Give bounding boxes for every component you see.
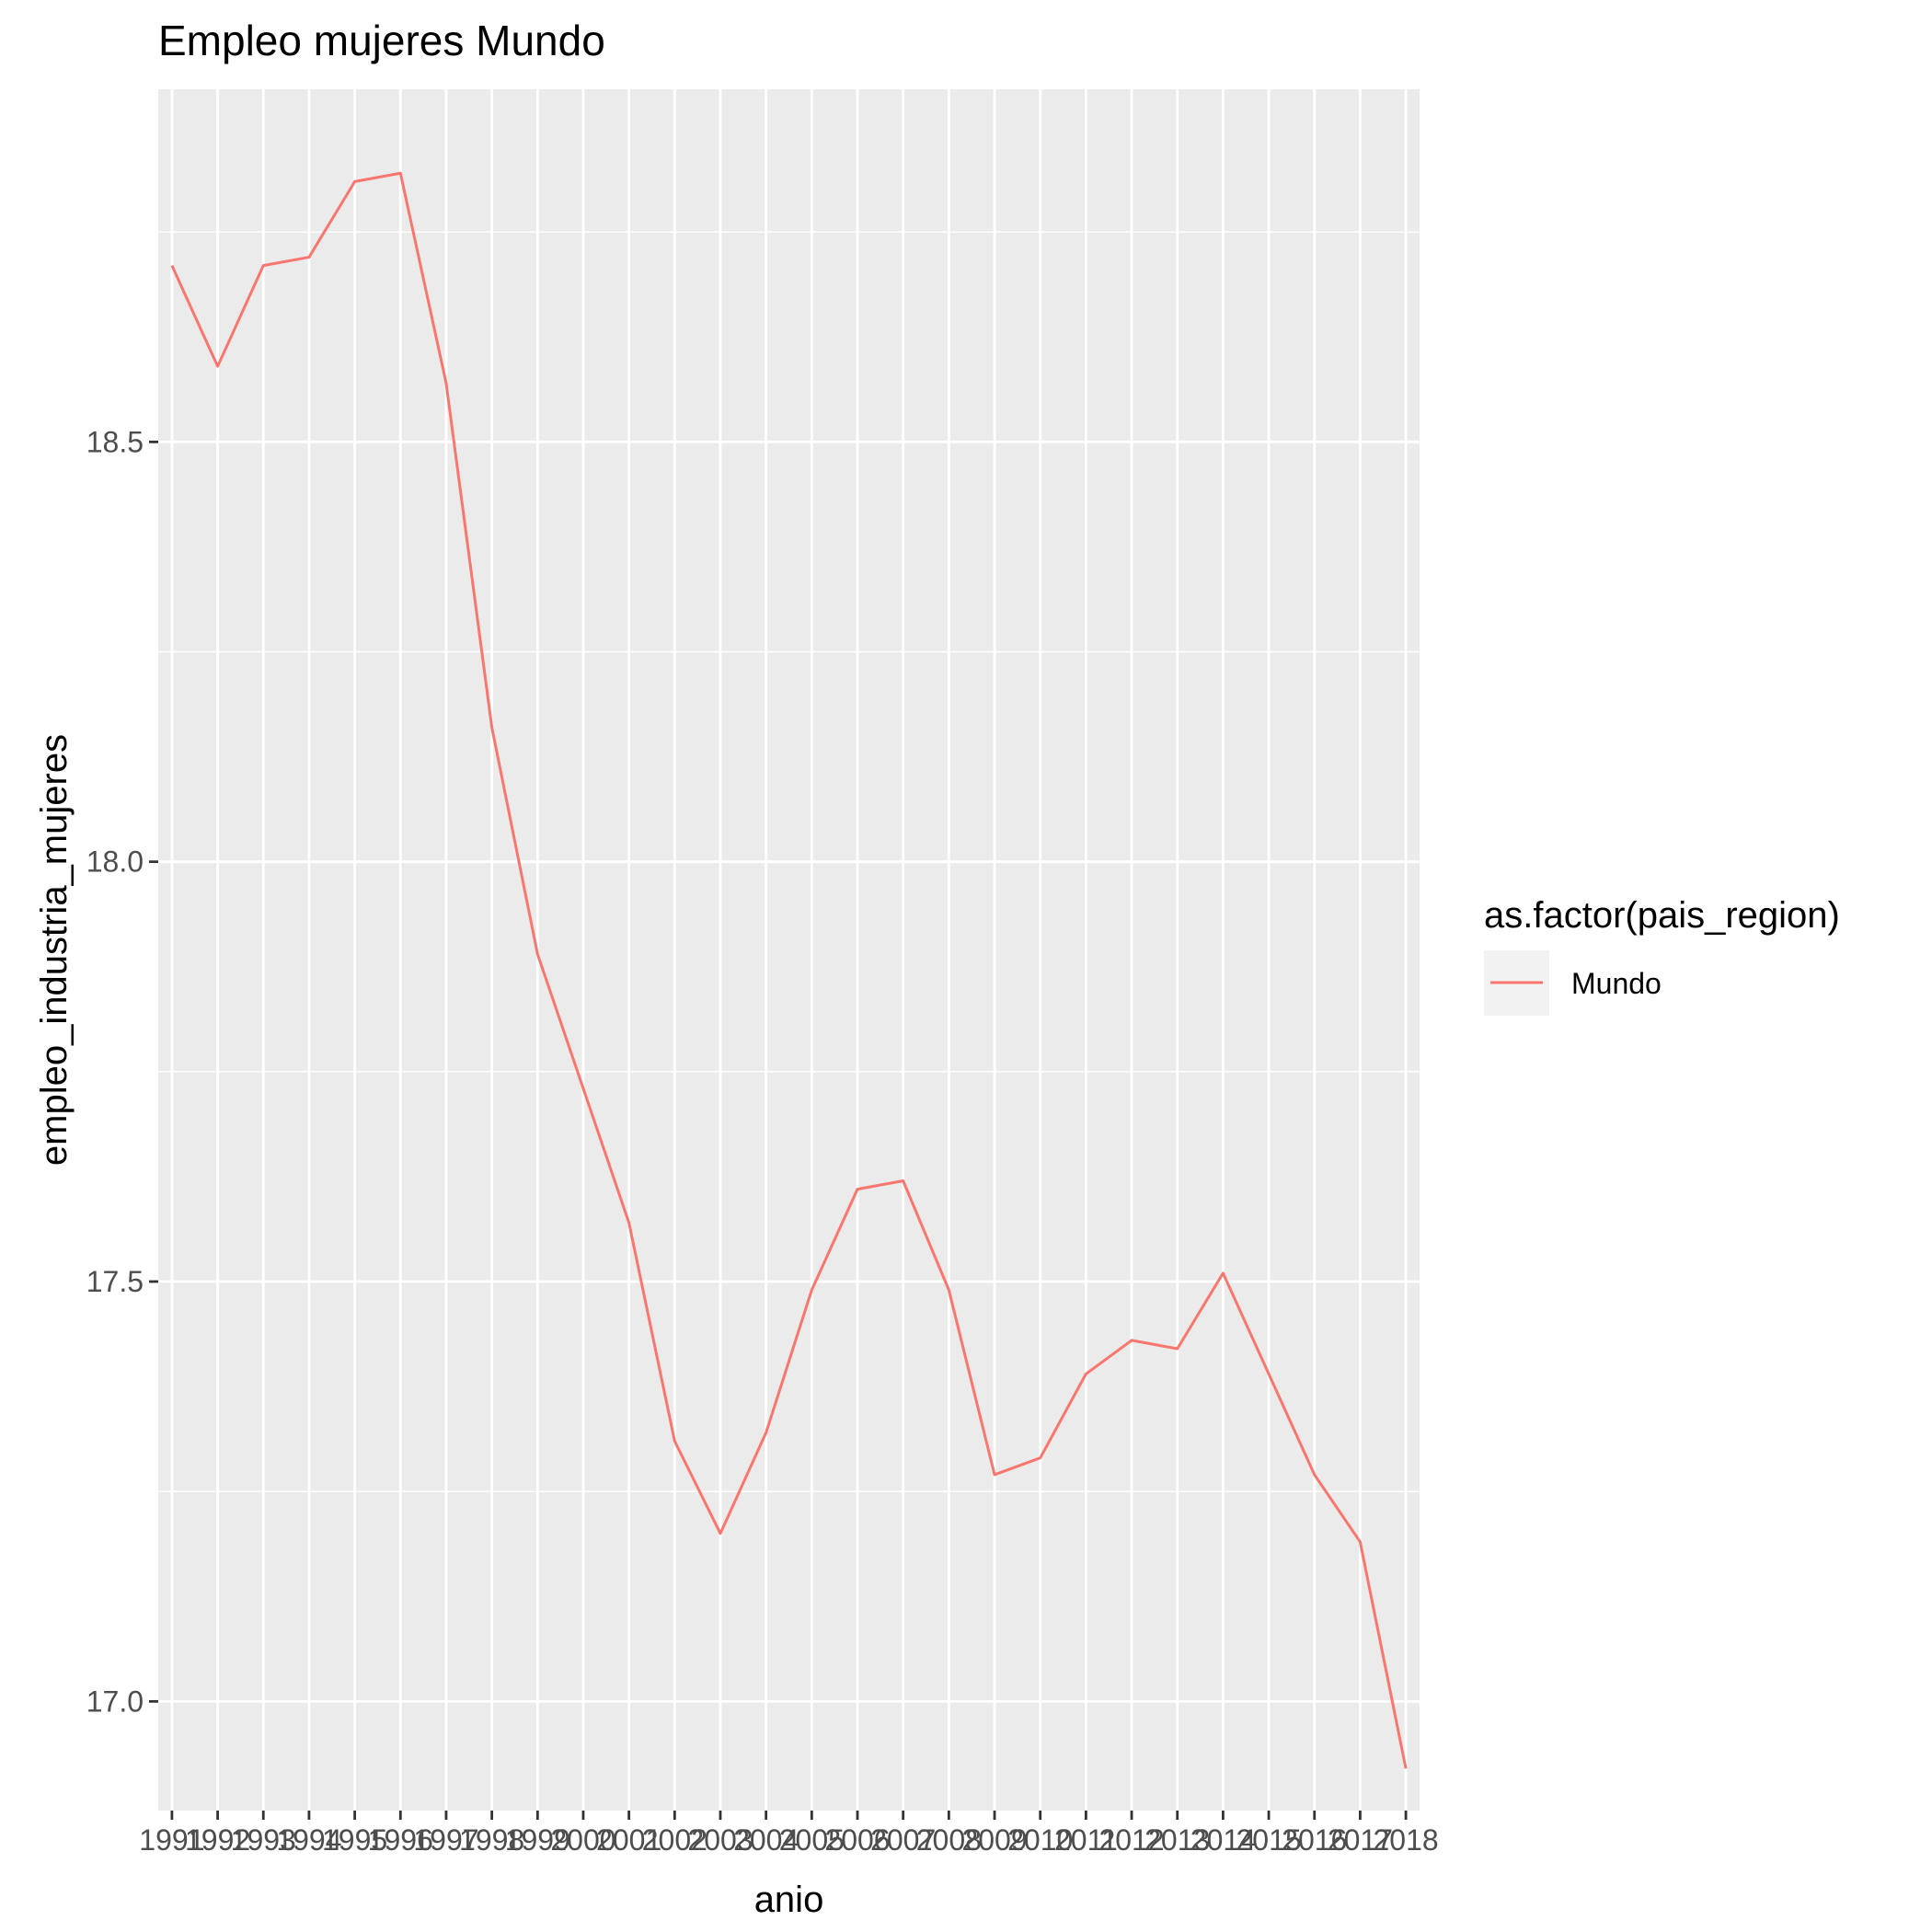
x-tick-label: 2007 [870, 1823, 936, 1857]
x-tick-label: 2012 [1098, 1823, 1164, 1857]
y-tick-label: 18.5 [86, 425, 144, 458]
legend: as.factor(pais_region) Mundo [1484, 895, 1840, 1016]
x-tick-label: 2001 [596, 1823, 661, 1857]
y-tick-label: 17.0 [86, 1685, 144, 1718]
x-tick-label: 1996 [368, 1823, 433, 1857]
x-tick-label: 2018 [1374, 1823, 1439, 1857]
x-tick-label: 2017 [1328, 1823, 1393, 1857]
x-tick-label: 1994 [276, 1823, 341, 1857]
series-line-mundo [170, 171, 1408, 1769]
x-tick-label: 2009 [961, 1823, 1027, 1857]
x-tick-label: 1997 [413, 1823, 478, 1857]
y-tick-label: 17.5 [86, 1265, 144, 1298]
x-tick-label: 2013 [1144, 1823, 1210, 1857]
plot-panel [158, 89, 1420, 1811]
legend-label-mundo: Mundo [1571, 967, 1662, 1000]
minor-gridlines [158, 231, 1420, 1492]
x-tick-label: 2003 [687, 1823, 753, 1857]
x-tick-label: 1998 [459, 1823, 524, 1857]
major-gridlines [158, 89, 1420, 1811]
x-tick-label: 2002 [642, 1823, 707, 1857]
x-tick-label: 2016 [1282, 1823, 1347, 1857]
series-layer [170, 171, 1408, 1769]
x-axis: 1991199219931994199519961997199819992000… [139, 1811, 1439, 1857]
x-tick-label: 2000 [550, 1823, 615, 1857]
x-axis-title: anio [754, 1880, 824, 1920]
x-tick-label: 2006 [824, 1823, 890, 1857]
legend-title: as.factor(pais_region) [1484, 895, 1840, 936]
x-tick-label: 2014 [1190, 1823, 1256, 1857]
chart-title: Empleo mujeres Mundo [158, 17, 605, 64]
y-tick-label: 18.0 [86, 845, 144, 879]
x-tick-label: 2004 [733, 1823, 799, 1857]
x-tick-label: 2015 [1236, 1823, 1301, 1857]
x-tick-label: 2010 [1007, 1823, 1073, 1857]
y-axis: 17.0 17.5 18.0 18.5 [86, 425, 158, 1718]
x-tick-label: 1993 [231, 1823, 296, 1857]
x-tick-label: 1995 [322, 1823, 387, 1857]
x-tick-label: 2005 [779, 1823, 845, 1857]
x-tick-label: 2011 [1054, 1823, 1118, 1857]
x-tick-label: 1991 [139, 1823, 204, 1857]
x-tick-label: 1992 [185, 1823, 250, 1857]
y-axis-title: empleo_industria_mujeres [34, 734, 75, 1166]
x-tick-label: 2008 [916, 1823, 982, 1857]
x-tick-label: 1999 [505, 1823, 570, 1857]
